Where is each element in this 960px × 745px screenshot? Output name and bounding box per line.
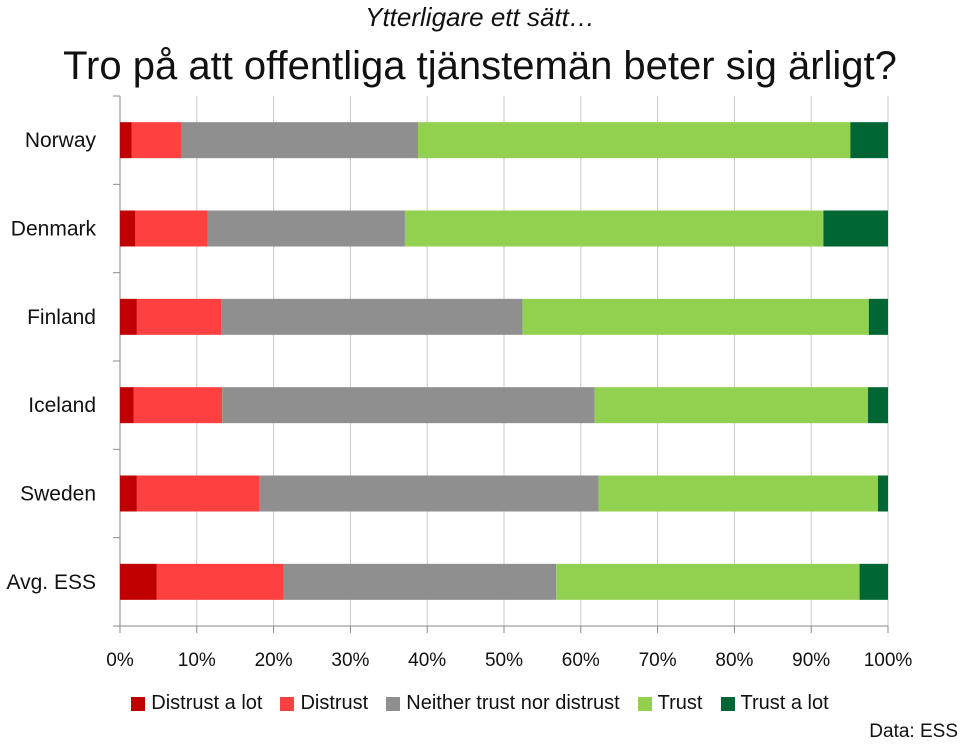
bar-segment xyxy=(859,563,888,600)
bar-segment xyxy=(120,210,136,247)
bar-segment xyxy=(221,298,523,335)
bar-segment xyxy=(522,298,869,335)
bar-segment xyxy=(868,387,888,424)
data-source-label: Data: ESS xyxy=(869,721,958,742)
chart-subtitle: Ytterligare ett sätt… xyxy=(365,2,595,32)
bar-segment xyxy=(133,387,223,424)
bar-segment xyxy=(594,387,869,424)
legend-swatch xyxy=(720,696,735,711)
legend-label: Distrust xyxy=(300,692,369,714)
x-tick-label: 50% xyxy=(485,650,523,671)
bar-segment xyxy=(120,122,132,159)
bar-segment xyxy=(823,210,888,247)
bar-segment xyxy=(207,210,405,247)
legend-item: Distrust xyxy=(280,692,368,715)
bar-segment xyxy=(868,298,888,335)
x-tick-label: 60% xyxy=(562,650,600,671)
legend-item: Trust xyxy=(637,692,703,715)
x-tick-label: 20% xyxy=(255,650,293,671)
x-tick-label: 70% xyxy=(639,650,677,671)
legend-swatch xyxy=(386,696,401,711)
bar-segment xyxy=(120,387,134,424)
x-tick-label: 90% xyxy=(792,650,830,671)
bar-segment xyxy=(136,298,222,335)
legend-item: Trust a lot xyxy=(720,692,829,715)
x-tick-label: 10% xyxy=(178,650,216,671)
legend-label: Neither trust nor distrust xyxy=(406,692,620,714)
bar-segment xyxy=(417,122,851,159)
legend-label: Distrust a lot xyxy=(151,692,263,714)
chart-title: Tro på att offentliga tjänstemän beter s… xyxy=(63,44,897,88)
bar-segment xyxy=(181,122,418,159)
legend-item: Neither trust nor distrust xyxy=(386,692,620,715)
x-tick-label: 40% xyxy=(408,650,446,671)
x-tick-label: 100% xyxy=(864,650,913,671)
legend-swatch xyxy=(637,696,652,711)
bar-segment xyxy=(120,475,137,512)
chart-legend: Distrust a lot Distrust Neither trust nor … xyxy=(0,692,960,715)
bar-segment xyxy=(120,563,157,600)
category-label: Norway xyxy=(25,129,97,152)
x-tick-label: 0% xyxy=(106,650,134,671)
bar-segment xyxy=(556,563,860,600)
category-label: Iceland xyxy=(28,394,96,417)
bar-segment xyxy=(404,210,824,247)
legend-item: Distrust a lot xyxy=(131,692,262,715)
bar-segment xyxy=(136,475,260,512)
bar-segment xyxy=(850,122,888,159)
category-label: Denmark xyxy=(11,218,97,241)
bar-segment xyxy=(259,475,599,512)
legend-label: Trust a lot xyxy=(740,692,829,714)
bar-segment xyxy=(135,210,208,247)
bar-segment xyxy=(222,387,595,424)
x-tick-label: 30% xyxy=(331,650,369,671)
category-label: Finland xyxy=(27,306,96,329)
bar-segment xyxy=(156,563,284,600)
legend-swatch xyxy=(131,696,146,711)
bar-segment xyxy=(878,475,888,512)
legend-label: Trust xyxy=(657,692,703,714)
legend-swatch xyxy=(280,696,295,711)
bar-segment xyxy=(120,298,137,335)
bar-segment xyxy=(598,475,879,512)
category-label: Avg. ESS xyxy=(7,571,97,594)
bar-segment xyxy=(131,122,182,159)
x-tick-label: 80% xyxy=(715,650,753,671)
category-label: Sweden xyxy=(20,483,96,506)
bar-segment xyxy=(283,563,557,600)
stacked-bar-chart: 0% 10% 20% 30% 40% 50% 60% 70% 80% 90% 100% Norway D… xyxy=(7,95,913,671)
